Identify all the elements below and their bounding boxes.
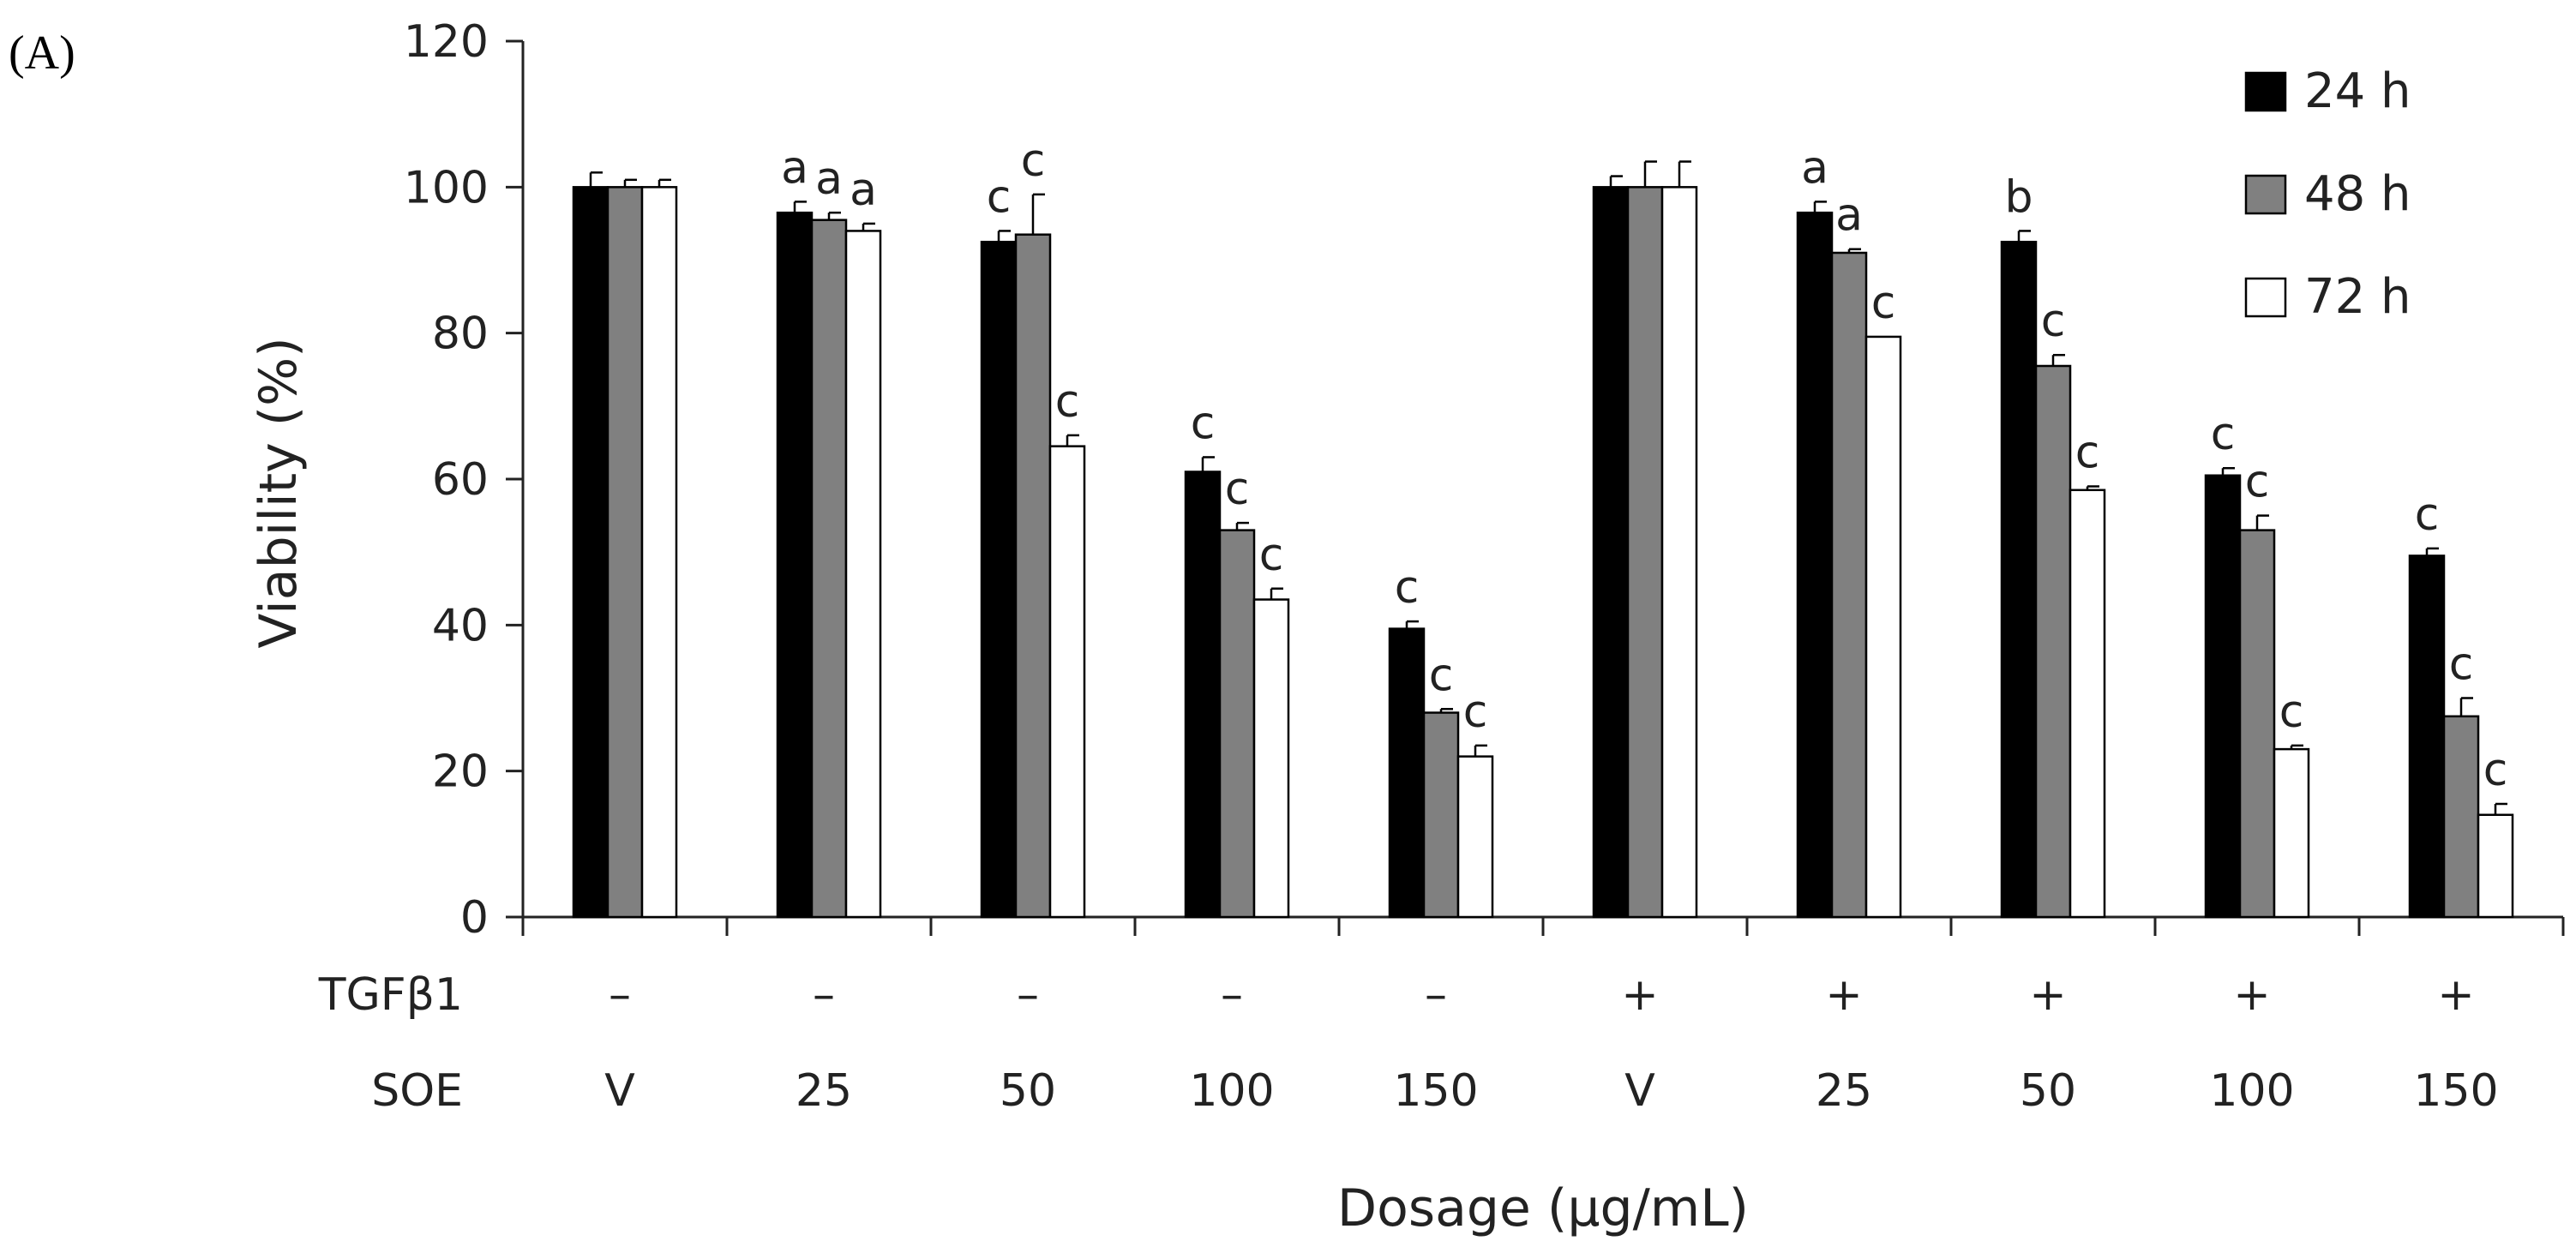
bar-24h-3: [1184, 471, 1222, 919]
soe-row-label: 150: [2413, 1065, 2498, 1117]
bar-24h-4: [1388, 627, 1426, 919]
soe-row-label: V: [1624, 1065, 1655, 1117]
y-tick-label: 40: [432, 600, 489, 651]
tgf-row-label: –: [1221, 969, 1243, 1021]
legend-label: 24 h: [2304, 63, 2411, 119]
legend-swatch: [2244, 71, 2287, 112]
bar-24h-1: [776, 211, 814, 919]
axes: 0 20 40 60 80 100 120: [404, 16, 2565, 944]
bar-48h-7: [2034, 364, 2072, 919]
tgf-row-label: +: [2029, 969, 2067, 1021]
legend-swatch: [2244, 277, 2287, 318]
y-tick-label: 100: [404, 162, 489, 213]
x-axis-title: Dosage (µg/mL): [1337, 1178, 1749, 1238]
significance-label: a: [1801, 142, 1828, 194]
y-axis-title: Viability (%): [249, 337, 309, 648]
tgf-row-label: –: [609, 969, 631, 1021]
bar-72h-7: [2069, 489, 2106, 919]
bar-72h-3: [1252, 598, 1290, 919]
bar-48h-2: [1014, 233, 1052, 919]
bar-24h-8: [2204, 474, 2242, 919]
y-tick-label: 120: [404, 16, 489, 68]
soe-row-label: 100: [1189, 1065, 1274, 1117]
bar-72h-0: [640, 186, 678, 919]
bar-72h-6: [1864, 335, 1902, 919]
significance-label: c: [1225, 464, 1250, 515]
bar-72h-4: [1456, 755, 1494, 919]
tgf-row-label: +: [2233, 969, 2271, 1021]
bar-72h-8: [2273, 747, 2310, 919]
bar-48h-0: [606, 186, 644, 919]
tgf-row-label: +: [2437, 969, 2475, 1021]
bar-24h-7: [2000, 240, 2038, 919]
significance-label: c: [2279, 686, 2304, 738]
soe-row-label: 50: [2020, 1065, 2076, 1117]
soe-row-label: 25: [796, 1065, 852, 1117]
bar-48h-4: [1422, 711, 1460, 919]
y-tick-label: 0: [460, 892, 489, 944]
significance-label: c: [987, 171, 1012, 223]
significance-label: a: [1835, 190, 1863, 242]
y-tick-label: 60: [432, 454, 489, 506]
soe-row-label: 25: [1816, 1065, 1872, 1117]
bar-48h-5: [1626, 186, 1664, 919]
legend-label: 72 h: [2304, 269, 2411, 325]
significance-label: c: [1429, 650, 1454, 701]
y-tick-label: 20: [432, 746, 489, 798]
bars-group: [572, 160, 2514, 919]
significance-label: c: [2075, 428, 2100, 479]
soe-row-label: 150: [1393, 1065, 1478, 1117]
significance-label: c: [1395, 562, 1420, 614]
significance-label: c: [2211, 409, 2236, 460]
significance-label: c: [1463, 686, 1488, 738]
bar-24h-5: [1592, 186, 1630, 919]
bar-48h-1: [810, 219, 848, 919]
bar-48h-6: [1830, 251, 1868, 919]
significance-label: c: [1871, 278, 1896, 329]
significance-label: c: [2245, 457, 2270, 508]
legend: 24 h 48 h 72 h: [2244, 63, 2411, 325]
bar-24h-2: [980, 240, 1018, 919]
soe-row-name: SOE: [371, 1065, 463, 1117]
significance-label: c: [2449, 639, 2474, 691]
bar-72h-5: [1660, 186, 1698, 919]
tgf-row-label: +: [1825, 969, 1863, 1021]
significance-label: a: [850, 165, 877, 216]
bar-72h-1: [844, 230, 882, 919]
significance-label: c: [1259, 530, 1284, 581]
tgf-row-label: –: [1425, 969, 1447, 1021]
significance-label: a: [781, 142, 808, 194]
tgf-row-label: +: [1621, 969, 1659, 1021]
soe-row-label: 50: [1000, 1065, 1056, 1117]
significance-label: c: [1021, 135, 1046, 187]
bar-72h-2: [1048, 445, 1086, 919]
soe-row-label: 100: [2209, 1065, 2294, 1117]
significance-label: c: [2041, 296, 2066, 347]
significance-label: b: [2004, 171, 2033, 223]
soe-row-label: V: [604, 1065, 635, 1117]
y-tick-label: 80: [432, 309, 489, 360]
bar-72h-9: [2477, 813, 2514, 919]
bar-24h-0: [572, 186, 609, 919]
legend-label: 48 h: [2304, 166, 2411, 222]
tgf-row-name: TGFβ1: [318, 969, 463, 1021]
bar-24h-9: [2408, 555, 2446, 919]
tgf-row-label: –: [1017, 969, 1039, 1021]
panel-label: (A): [9, 27, 75, 80]
significance-label: c: [2483, 745, 2508, 796]
bar-24h-6: [1796, 211, 1834, 919]
bar-48h-9: [2442, 715, 2480, 919]
significance-label: c: [1191, 398, 1216, 449]
bar-48h-3: [1218, 529, 1256, 919]
bar-48h-8: [2238, 529, 2276, 919]
significance-label: c: [1055, 376, 1080, 428]
tgf-row-label: –: [813, 969, 835, 1021]
legend-swatch: [2244, 174, 2287, 215]
significance-label: a: [815, 153, 843, 205]
significance-label: c: [2415, 489, 2440, 541]
